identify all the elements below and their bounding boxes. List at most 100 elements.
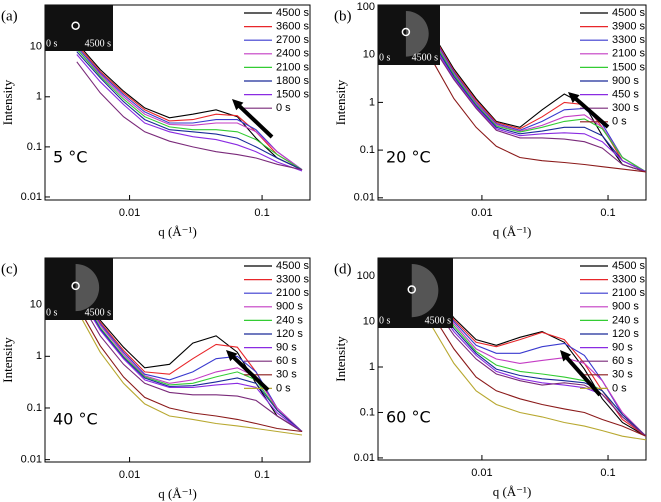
x-tick-label: 0.01 — [471, 467, 492, 479]
legend-label: 4500 s — [612, 260, 646, 272]
legend-label: 240 s — [276, 314, 303, 326]
temperature-label: 5 °C — [53, 148, 87, 167]
inset-label: 0 s — [379, 52, 391, 63]
legend-label: 3900 s — [612, 21, 646, 33]
legend-label: 0 s — [276, 102, 291, 114]
y-axis-label: Intensity — [333, 79, 348, 125]
data-line — [431, 285, 646, 437]
inset-ring — [405, 11, 429, 57]
y-axis-label: Intensity — [0, 337, 15, 383]
panel-label: (c) — [1, 261, 18, 277]
inset-beamstop — [407, 285, 416, 294]
data-line — [431, 296, 646, 437]
legend-label: 450 s — [612, 89, 639, 101]
legend-label: 2700 s — [276, 34, 310, 46]
inset-ring — [75, 264, 100, 312]
panel: 0.01 0.1 0.01 0.1 1 10 q (Å⁻¹) Intensity (c) 4500… — [0, 257, 311, 501]
data-line — [431, 42, 646, 173]
data-line — [76, 48, 303, 171]
legend-label: 60 s — [276, 355, 297, 367]
legend-label: 900 s — [612, 75, 639, 87]
legend-label: 2100 s — [276, 61, 310, 73]
y-tick-label: 100 — [357, 1, 375, 13]
legend-label: 1800 s — [276, 75, 310, 87]
data-line — [431, 38, 646, 173]
legend-label: 2400 s — [276, 48, 310, 60]
legend-label: 90 s — [612, 342, 633, 354]
y-tick-label: 0.01 — [354, 452, 375, 464]
inset-beamstop — [401, 27, 411, 37]
trend-arrow — [573, 96, 610, 129]
plot-frame — [377, 257, 647, 461]
data-line — [431, 303, 646, 437]
y-tick-label: 100 — [357, 270, 375, 282]
inset-label: 4500 s — [85, 307, 112, 318]
trend-arrow — [230, 354, 270, 392]
data-line — [76, 61, 303, 171]
plot-lines — [431, 31, 646, 173]
plot-frame — [44, 4, 311, 201]
data-line — [431, 31, 646, 173]
trend-arrow-head — [560, 350, 572, 362]
panel: 0.01 0.1 0.01 0.1 1 10 100 q (Å⁻¹) Intensity (b) 4… — [333, 1, 647, 239]
x-tick-label: 0.1 — [254, 469, 269, 481]
x-tick-label: 0.01 — [471, 207, 492, 219]
panel-label: (b) — [334, 8, 352, 24]
y-tick-label: 0.01 — [21, 454, 42, 466]
data-line — [76, 309, 303, 436]
legend-label: 1500 s — [276, 89, 310, 101]
data-line — [76, 288, 303, 432]
legend-label: 120 s — [276, 328, 303, 340]
data-line — [76, 279, 303, 432]
y-axis-label: Intensity — [333, 336, 348, 382]
temperature-label: 60 °C — [386, 408, 431, 427]
y-tick-label: 0.1 — [27, 402, 42, 414]
y-tick-label: 1 — [369, 361, 375, 373]
legend-label: 240 s — [612, 314, 639, 326]
x-tick-label: 0.01 — [119, 207, 140, 219]
y-tick-label: 10 — [30, 299, 42, 311]
legend-label: 4500 s — [276, 7, 310, 19]
data-line — [431, 313, 646, 437]
legend-label: 30 s — [276, 369, 297, 381]
legend-label: 1500 s — [612, 61, 646, 73]
inset-label: 0 s — [46, 307, 58, 318]
y-tick-label: 0.1 — [360, 406, 375, 418]
data-line — [76, 48, 303, 171]
trend-arrow — [564, 354, 602, 397]
x-axis-label: q (Å⁻¹) — [158, 486, 197, 501]
legend-label: 3300 s — [612, 34, 646, 46]
y-tick-label: 0.1 — [360, 144, 375, 156]
data-line — [76, 44, 303, 171]
plot-lines — [76, 42, 303, 172]
data-line — [76, 54, 303, 172]
x-axis-label: q (Å⁻¹) — [158, 224, 197, 239]
inset-label: 0 s — [379, 315, 391, 326]
legend-label: 300 s — [612, 102, 639, 114]
inset-label: 4500 s — [85, 38, 112, 49]
y-tick-label: 1 — [36, 91, 42, 103]
legend-label: 3300 s — [612, 274, 646, 286]
plot-frame — [44, 257, 311, 463]
x-tick-label: 0.01 — [119, 469, 140, 481]
data-line — [431, 291, 646, 437]
temperature-label: 40 °C — [53, 410, 98, 429]
inset-label: 4500 s — [412, 52, 439, 63]
y-tick-label: 10 — [363, 315, 375, 327]
y-axis-label: Intensity — [0, 79, 15, 125]
data-line — [76, 51, 303, 171]
legend-label: 60 s — [612, 355, 633, 367]
legend-label: 0 s — [276, 382, 291, 394]
legend-label: 2100 s — [276, 287, 310, 299]
trend-arrow-head — [568, 92, 580, 104]
x-tick-label: 0.1 — [600, 207, 615, 219]
x-axis-label: q (Å⁻¹) — [493, 484, 532, 499]
y-tick-label: 10 — [30, 41, 42, 53]
legend-label: 900 s — [276, 301, 303, 313]
y-tick-label: 0.1 — [27, 141, 42, 153]
legend-label: 4500 s — [276, 260, 310, 272]
data-line — [76, 304, 303, 433]
data-line — [431, 40, 646, 173]
y-tick-label: 0.01 — [21, 191, 42, 203]
